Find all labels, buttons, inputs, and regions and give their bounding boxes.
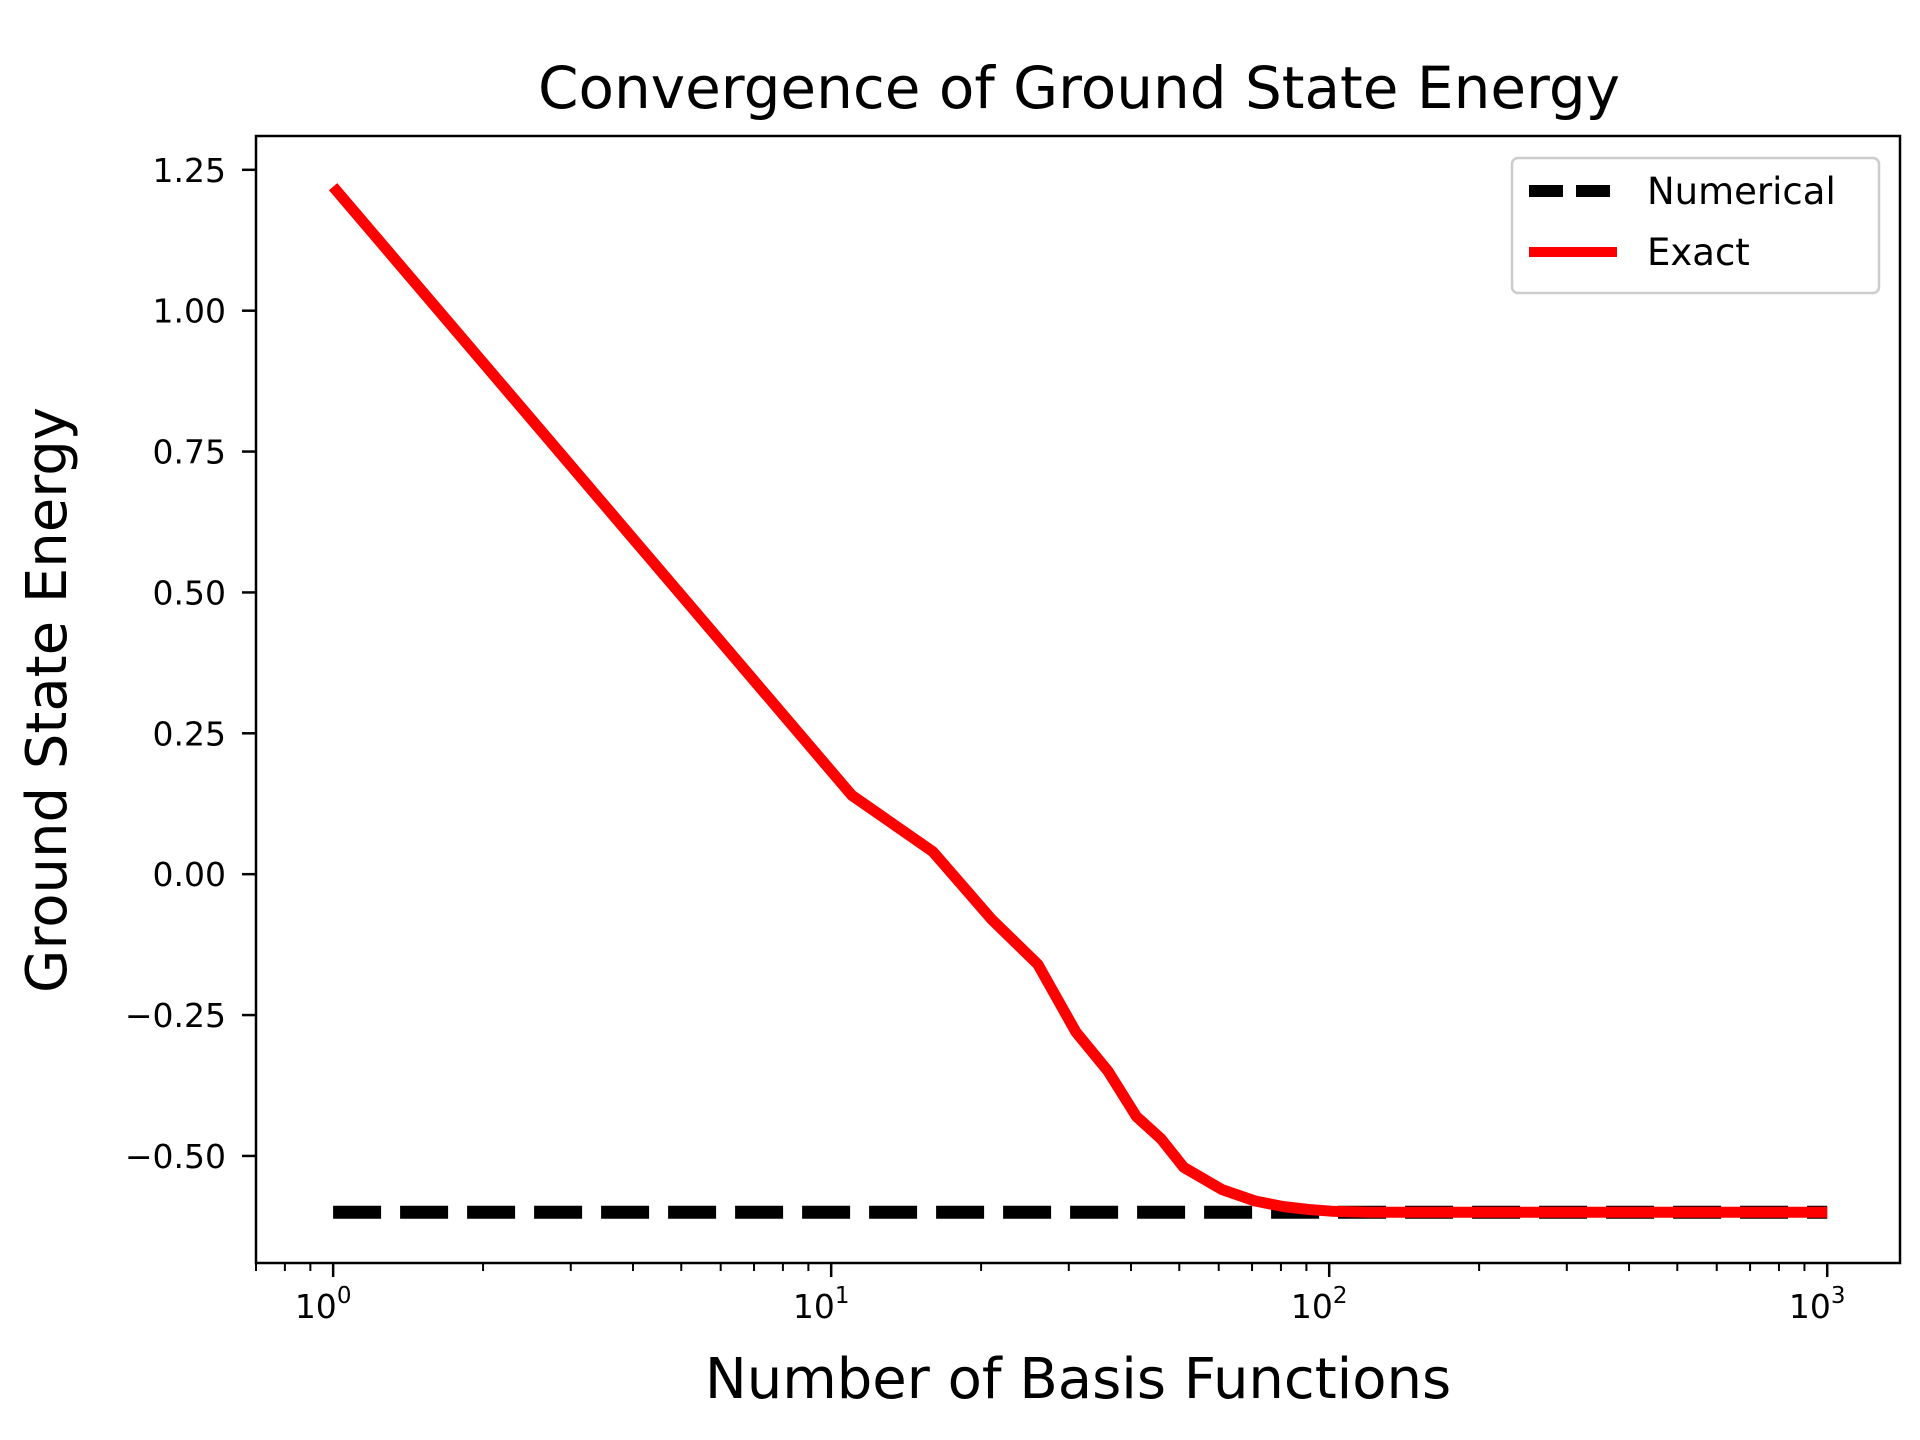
y-axis-title: Ground State Energy	[15, 407, 80, 993]
x-axis-title: Number of Basis Functions	[705, 1347, 1451, 1412]
y-tick-label: 0.75	[153, 433, 226, 472]
x-tick-label: 102	[1291, 1283, 1348, 1326]
y-tick-label: 0.00	[153, 855, 226, 894]
plot-series	[328, 183, 1828, 1219]
y-axis: 1.25 1.00 0.75 0.50 0.25 0.00 −0.25 −0.50	[125, 151, 256, 1176]
x-tick-label: 103	[1789, 1283, 1846, 1326]
y-tick-label: 1.25	[153, 151, 226, 190]
plot-frame	[254, 134, 1902, 1265]
chart-title: Convergence of Ground State Energy	[538, 54, 1620, 122]
legend: Numerical Exact	[1510, 156, 1881, 295]
x-tick-label: 101	[793, 1283, 850, 1326]
legend-label-exact: Exact	[1647, 231, 1750, 274]
y-tick-label: −0.50	[125, 1137, 226, 1176]
y-tick-label: −0.25	[125, 996, 226, 1035]
y-tick-label: 0.50	[153, 573, 226, 612]
x-tick-label: 100	[295, 1283, 352, 1326]
legend-label-numerical: Numerical	[1647, 170, 1836, 213]
x-axis: 100 101 102 103	[255, 1263, 1846, 1326]
series-line-exact	[328, 183, 1828, 1218]
y-tick-label: 0.25	[153, 714, 226, 753]
y-tick-label: 1.00	[153, 292, 226, 331]
